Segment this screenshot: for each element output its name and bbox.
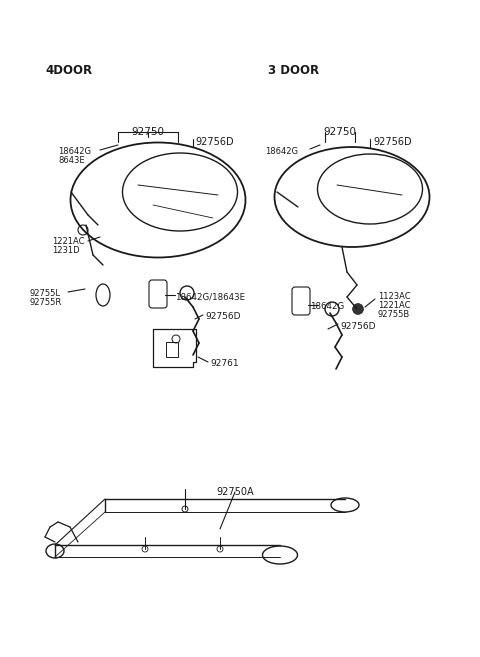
Text: 1221AC: 1221AC <box>378 301 410 310</box>
Text: 92755L: 92755L <box>30 289 61 298</box>
Text: 3 DOOR: 3 DOOR <box>268 64 319 77</box>
Text: 18642G/18643E: 18642G/18643E <box>175 292 245 301</box>
Text: 92756D: 92756D <box>340 322 375 331</box>
Text: 92756D: 92756D <box>195 137 234 147</box>
Text: 92755R: 92755R <box>30 298 62 307</box>
Text: 4DOOR: 4DOOR <box>45 64 92 77</box>
Text: 18642G: 18642G <box>310 302 344 311</box>
Bar <box>166 342 178 357</box>
Text: 92750A: 92750A <box>216 487 254 497</box>
Text: 1231D: 1231D <box>52 246 80 255</box>
Text: 1123AC: 1123AC <box>378 292 410 301</box>
Text: 92756D: 92756D <box>205 312 240 321</box>
Text: 18642G: 18642G <box>58 147 91 156</box>
Text: 92756D: 92756D <box>373 137 412 147</box>
Text: 92750: 92750 <box>132 127 165 137</box>
Text: 8643E: 8643E <box>58 156 84 165</box>
Text: 92761: 92761 <box>210 359 239 368</box>
Text: 92755B: 92755B <box>378 310 410 319</box>
Text: 18642G: 18642G <box>265 147 298 156</box>
Text: 1221AC: 1221AC <box>52 237 84 246</box>
Circle shape <box>353 304 363 314</box>
Text: 92750: 92750 <box>324 127 357 137</box>
